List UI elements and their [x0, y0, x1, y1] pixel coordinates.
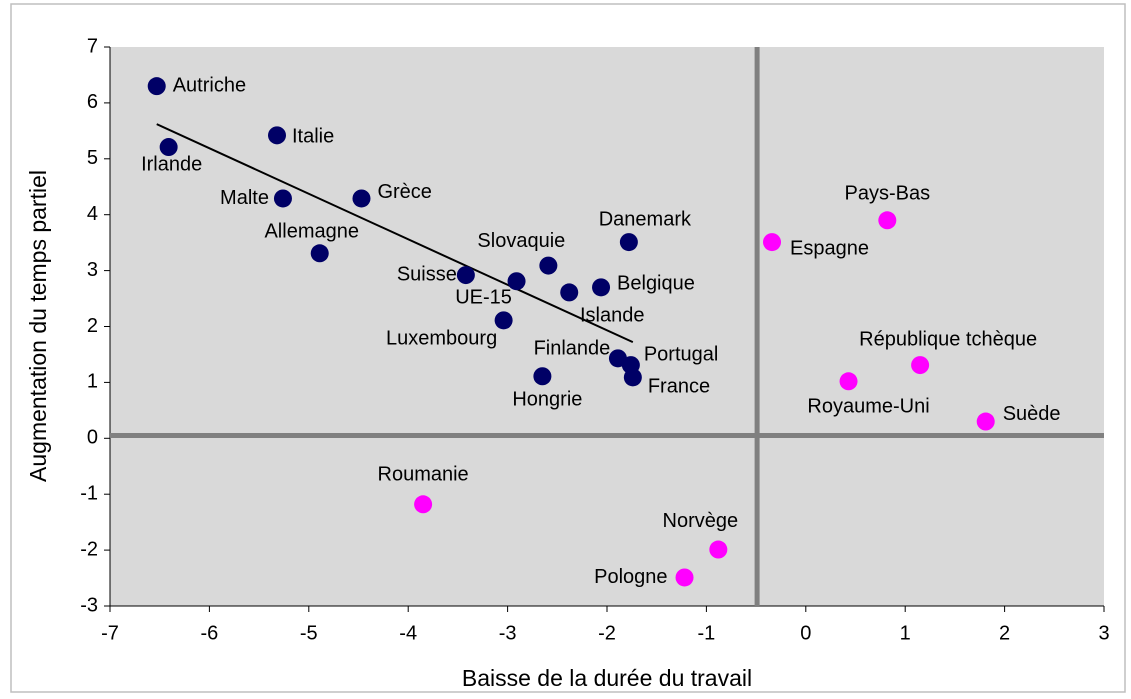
y-tick-label: -1 — [80, 482, 98, 504]
y-tick-label: 4 — [87, 203, 98, 225]
point-label: Luxembourg — [386, 328, 497, 350]
x-tick-label: -3 — [499, 622, 517, 644]
y-axis-label: Augmentation du temps partiel — [25, 170, 51, 482]
data-point — [273, 189, 292, 208]
point-label: République tchèque — [859, 328, 1037, 350]
data-point — [507, 272, 526, 291]
point-label: Portugal — [644, 343, 719, 365]
x-axis-label: Baisse de la durée du travail — [462, 665, 752, 691]
data-point — [352, 189, 371, 208]
data-point — [560, 283, 579, 302]
y-tick-label: 7 — [87, 35, 98, 57]
x-tick-label: -6 — [201, 622, 219, 644]
x-tick-label: 3 — [1098, 622, 1109, 644]
data-point — [623, 368, 642, 387]
y-tick-label: 2 — [87, 315, 98, 337]
data-point — [456, 266, 475, 285]
point-label: Norvège — [663, 510, 739, 532]
data-point — [267, 126, 286, 145]
data-point — [763, 233, 782, 252]
point-label: Belgique — [617, 273, 695, 295]
y-tick-label: 3 — [87, 259, 98, 281]
data-point — [911, 356, 930, 375]
x-tick-label: -7 — [101, 622, 119, 644]
y-tick-label: 5 — [87, 147, 98, 169]
x-tick-label: 0 — [800, 622, 811, 644]
point-label: Finlande — [534, 338, 611, 360]
data-point — [709, 540, 728, 559]
point-label: Islande — [580, 305, 645, 327]
data-point — [533, 367, 552, 386]
data-point — [414, 495, 433, 514]
point-label: Grèce — [377, 181, 431, 203]
y-tick-label: 6 — [87, 91, 98, 113]
x-tick-label: 2 — [999, 622, 1010, 644]
point-label: Autriche — [173, 74, 246, 96]
data-point — [839, 372, 858, 391]
point-label: Suède — [1003, 403, 1061, 425]
point-label: Italie — [292, 126, 334, 148]
point-label: UE-15 — [455, 287, 512, 309]
point-label: Slovaquie — [477, 230, 565, 252]
trend-line — [156, 123, 634, 344]
point-label: Royaume-Uni — [807, 396, 929, 418]
data-point — [878, 211, 897, 230]
point-label: Pays-Bas — [845, 183, 931, 205]
x-tick-label: -1 — [698, 622, 716, 644]
point-label: Allemagne — [264, 221, 359, 243]
data-point — [592, 278, 611, 297]
data-point — [494, 311, 513, 330]
point-label: Roumanie — [378, 464, 469, 486]
y-tick-label: 0 — [87, 427, 98, 449]
point-label: Irlande — [141, 153, 202, 175]
data-point — [159, 138, 178, 157]
point-label: Malte — [220, 187, 269, 209]
x-tick-label: 1 — [900, 622, 911, 644]
y-tick-label: -3 — [80, 594, 98, 616]
y-tick-label: 1 — [87, 371, 98, 393]
x-tick-label: -2 — [598, 622, 616, 644]
data-point — [619, 233, 638, 252]
data-point — [675, 568, 694, 587]
data-point — [310, 244, 329, 263]
point-label: Danemark — [599, 208, 692, 230]
x-tick-label: -4 — [399, 622, 417, 644]
data-point — [147, 77, 166, 96]
point-label: Espagne — [790, 237, 869, 259]
point-label: Pologne — [594, 566, 667, 588]
point-label: France — [648, 376, 710, 398]
point-label: Hongrie — [512, 389, 582, 411]
data-point — [976, 412, 995, 431]
y-tick-label: -2 — [80, 538, 98, 560]
x-tick-label: -5 — [300, 622, 318, 644]
data-point — [539, 256, 558, 275]
point-label: Suisse — [397, 263, 457, 285]
